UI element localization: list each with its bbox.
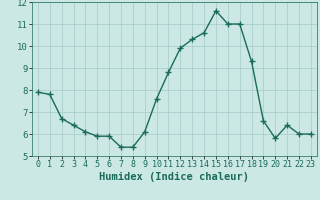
X-axis label: Humidex (Indice chaleur): Humidex (Indice chaleur) <box>100 172 249 182</box>
